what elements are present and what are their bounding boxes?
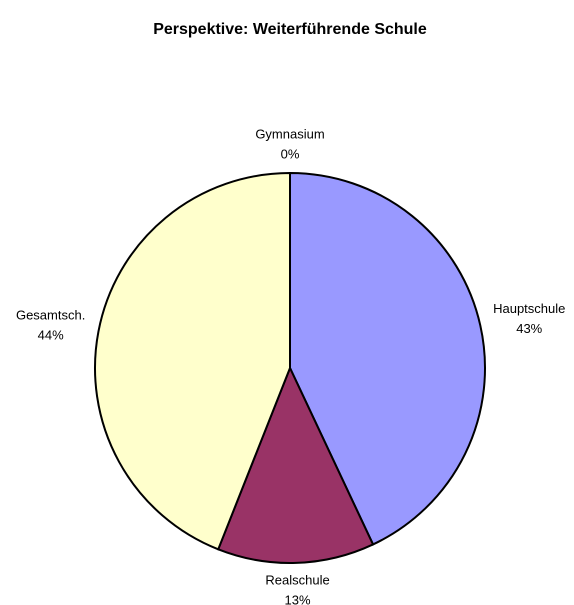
chart-title: Perspektive: Weiterführende Schule bbox=[153, 21, 427, 38]
slice-value-label: 43% bbox=[516, 321, 542, 336]
slice-label: Gymnasium bbox=[255, 126, 324, 141]
slice-label: Gesamtsch. bbox=[16, 308, 85, 323]
slice-value-label: 13% bbox=[285, 592, 311, 605]
pie-slice bbox=[289, 171, 486, 546]
slice-label: Realschule bbox=[265, 572, 329, 587]
pie-slice bbox=[216, 365, 375, 564]
slice-label: Hauptschule bbox=[493, 301, 565, 316]
pie-slice bbox=[94, 171, 291, 551]
slice-value-label: 44% bbox=[38, 328, 64, 343]
slice-value-label: 0% bbox=[281, 146, 300, 161]
